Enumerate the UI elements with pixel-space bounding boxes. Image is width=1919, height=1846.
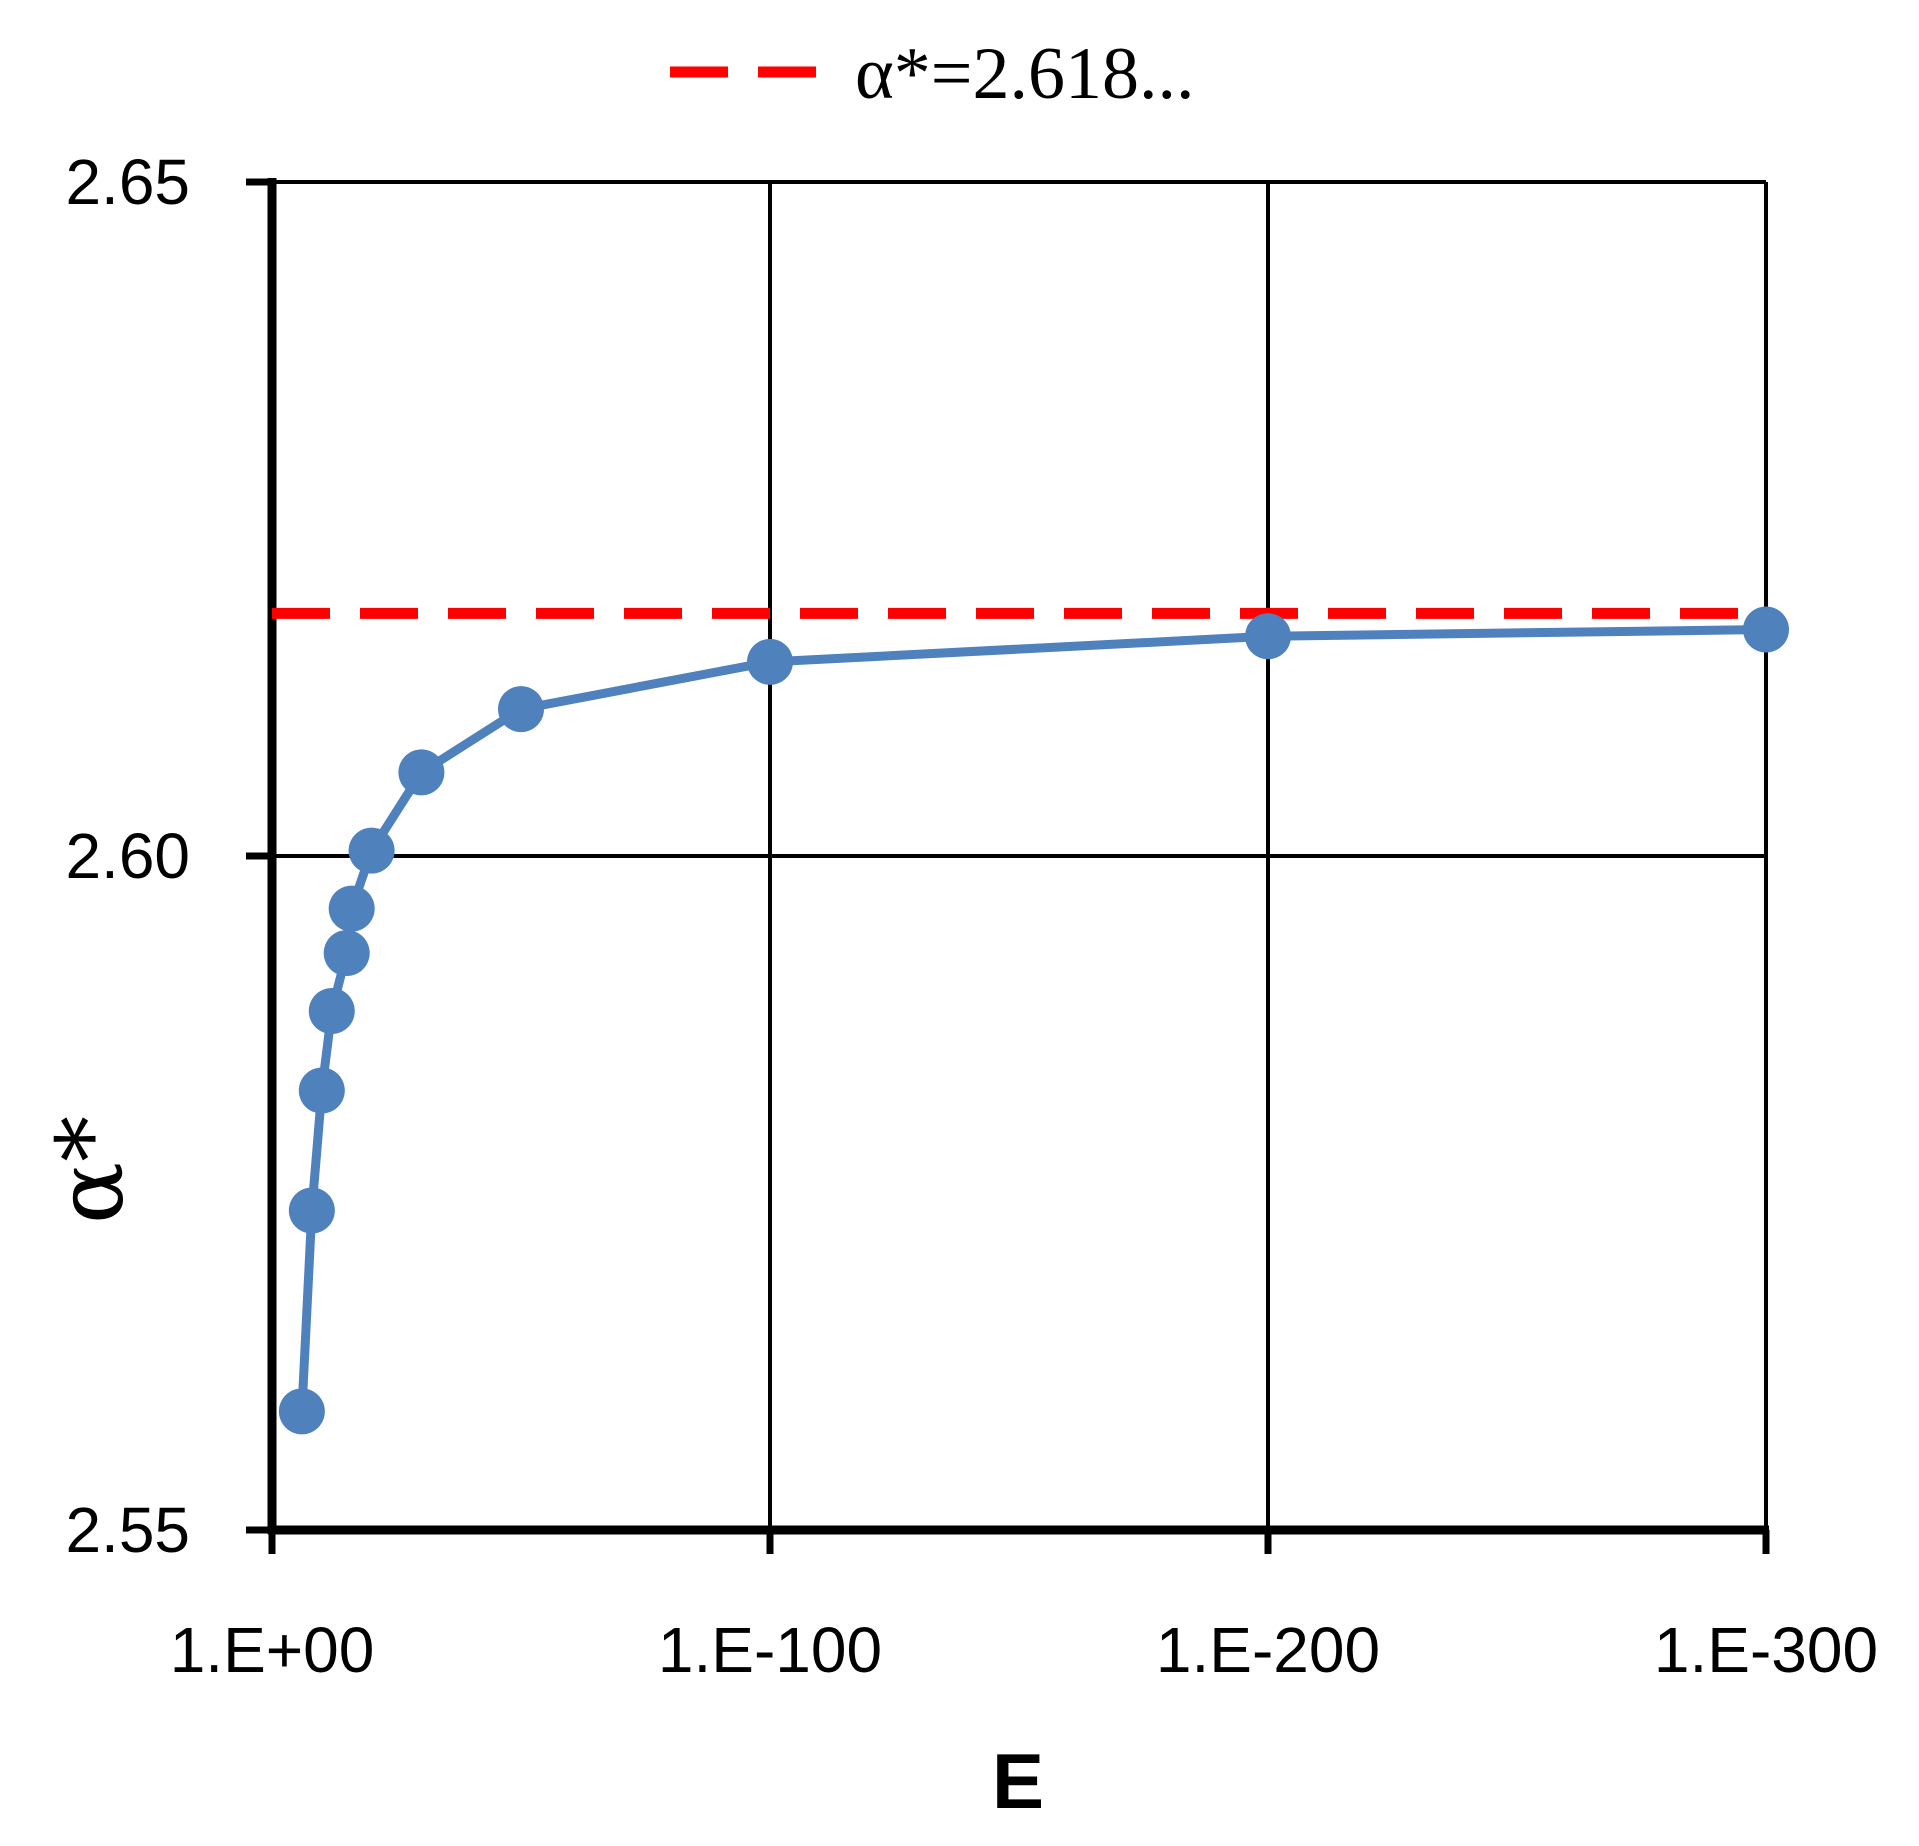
data-point [1245,613,1291,660]
gridlines [272,180,1768,1530]
x-tick-label: 1.E-300 [1654,1614,1878,1686]
x-tick-labels: 1.E+00 1.E-100 1.E-200 1.E-300 [170,1614,1878,1686]
data-point [348,827,395,874]
data-point [308,988,355,1035]
x-tick-label: 1.E-100 [658,1614,882,1686]
legend: α*=2.618... [670,33,1195,115]
data-point [398,749,445,796]
data-point [323,930,370,977]
data-point [328,885,375,932]
y-tick-label: 2.55 [65,1494,190,1566]
data-point [1743,606,1789,653]
series-group [278,606,1789,1435]
legend-label-reference: α*=2.618... [855,33,1195,115]
y-tick-label: 2.65 [65,146,190,218]
data-point [298,1067,345,1114]
axes [246,178,1770,1554]
x-axis-title: E [992,1737,1044,1825]
y-axis-title: α* [37,1116,144,1224]
x-tick-label: 1.E+00 [170,1614,375,1686]
x-tick-label: 1.E-200 [1156,1614,1380,1686]
y-tick-labels: 2.55 2.60 2.65 [65,146,190,1566]
data-point [288,1187,335,1234]
data-point [747,638,793,685]
data-point [498,686,544,733]
data-point [278,1388,325,1435]
y-tick-label: 2.60 [65,820,190,892]
